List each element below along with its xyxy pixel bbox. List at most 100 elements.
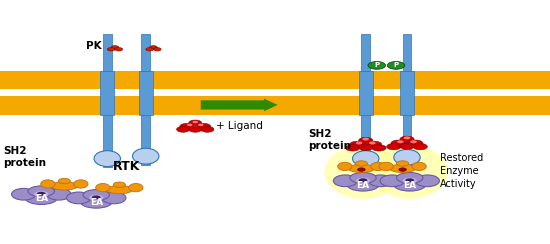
- Ellipse shape: [58, 178, 70, 184]
- Ellipse shape: [359, 137, 373, 144]
- Ellipse shape: [380, 175, 404, 187]
- Ellipse shape: [180, 123, 193, 129]
- Ellipse shape: [150, 46, 157, 49]
- Ellipse shape: [92, 195, 101, 199]
- Ellipse shape: [338, 162, 352, 171]
- Ellipse shape: [394, 178, 426, 191]
- Ellipse shape: [333, 175, 358, 187]
- Ellipse shape: [348, 164, 375, 173]
- Bar: [0, 71, 550, 89]
- Ellipse shape: [356, 178, 370, 184]
- Ellipse shape: [189, 120, 202, 126]
- Ellipse shape: [359, 144, 373, 151]
- Ellipse shape: [391, 140, 405, 146]
- Ellipse shape: [96, 183, 110, 192]
- Ellipse shape: [410, 140, 417, 143]
- Ellipse shape: [389, 164, 416, 173]
- Ellipse shape: [369, 142, 376, 144]
- Circle shape: [368, 61, 386, 69]
- Ellipse shape: [367, 141, 382, 148]
- Ellipse shape: [177, 126, 190, 132]
- Ellipse shape: [51, 182, 78, 190]
- Ellipse shape: [409, 140, 423, 146]
- Ellipse shape: [372, 145, 386, 151]
- Text: SH2
protein: SH2 protein: [308, 129, 351, 151]
- Bar: [403, 115, 411, 166]
- Ellipse shape: [107, 48, 115, 51]
- Ellipse shape: [192, 121, 198, 123]
- Bar: [400, 71, 414, 115]
- Ellipse shape: [129, 183, 143, 192]
- Ellipse shape: [413, 143, 427, 150]
- Ellipse shape: [28, 186, 54, 197]
- Ellipse shape: [347, 178, 379, 191]
- Ellipse shape: [356, 142, 362, 144]
- Ellipse shape: [359, 178, 367, 182]
- Ellipse shape: [187, 124, 192, 126]
- Text: PK: PK: [86, 41, 102, 51]
- Ellipse shape: [403, 178, 417, 184]
- Ellipse shape: [111, 46, 119, 49]
- Ellipse shape: [89, 195, 103, 201]
- Ellipse shape: [41, 180, 55, 188]
- Text: EA: EA: [403, 181, 416, 190]
- Ellipse shape: [350, 141, 364, 148]
- Ellipse shape: [198, 124, 204, 126]
- Ellipse shape: [133, 148, 159, 164]
- Ellipse shape: [362, 138, 369, 141]
- Ellipse shape: [345, 145, 360, 151]
- Ellipse shape: [355, 161, 367, 166]
- Ellipse shape: [74, 180, 88, 188]
- Ellipse shape: [146, 48, 153, 51]
- Ellipse shape: [67, 192, 91, 204]
- Ellipse shape: [47, 188, 71, 200]
- Text: SH2
protein: SH2 protein: [3, 146, 46, 168]
- Bar: [139, 71, 153, 115]
- Ellipse shape: [371, 145, 448, 199]
- Ellipse shape: [153, 48, 161, 51]
- Text: P: P: [374, 62, 379, 68]
- Ellipse shape: [106, 185, 133, 194]
- Ellipse shape: [115, 48, 123, 51]
- Ellipse shape: [350, 173, 376, 183]
- Text: EA: EA: [356, 181, 370, 190]
- Bar: [361, 115, 370, 167]
- Bar: [403, 34, 411, 71]
- Ellipse shape: [113, 182, 125, 187]
- Bar: [141, 115, 150, 165]
- Text: P: P: [393, 62, 399, 68]
- Ellipse shape: [412, 162, 426, 171]
- Ellipse shape: [394, 149, 420, 165]
- Ellipse shape: [379, 162, 393, 171]
- Ellipse shape: [189, 126, 202, 132]
- Ellipse shape: [358, 168, 365, 171]
- Ellipse shape: [404, 136, 410, 139]
- Ellipse shape: [368, 175, 393, 187]
- Ellipse shape: [80, 195, 112, 208]
- Ellipse shape: [400, 143, 414, 149]
- Ellipse shape: [25, 192, 57, 204]
- Ellipse shape: [371, 162, 385, 171]
- Bar: [141, 34, 150, 71]
- Ellipse shape: [37, 192, 46, 196]
- Ellipse shape: [34, 191, 48, 197]
- Text: + Ligand: + Ligand: [216, 121, 263, 131]
- Bar: [103, 115, 112, 167]
- Ellipse shape: [397, 173, 423, 183]
- Text: EA: EA: [35, 194, 48, 203]
- Bar: [100, 71, 114, 115]
- FancyArrow shape: [201, 99, 278, 111]
- Ellipse shape: [415, 175, 439, 187]
- Ellipse shape: [387, 143, 401, 150]
- Ellipse shape: [399, 168, 406, 171]
- Ellipse shape: [94, 151, 120, 166]
- Ellipse shape: [405, 178, 414, 182]
- Ellipse shape: [12, 188, 36, 200]
- Ellipse shape: [197, 123, 211, 129]
- Ellipse shape: [201, 126, 214, 132]
- Ellipse shape: [353, 151, 379, 166]
- Ellipse shape: [397, 161, 409, 166]
- Text: RTK: RTK: [113, 160, 140, 173]
- Circle shape: [387, 61, 405, 69]
- Bar: [0, 89, 550, 96]
